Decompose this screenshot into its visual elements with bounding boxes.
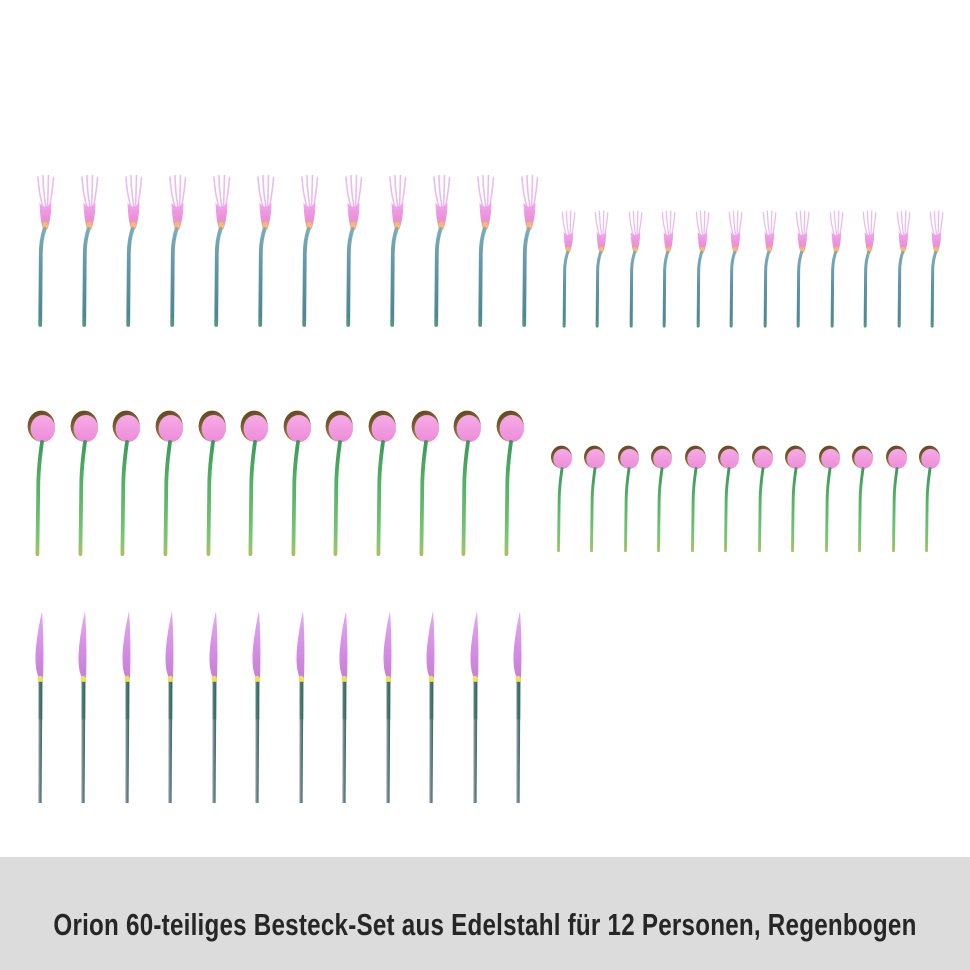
teaspoon-icon — [616, 443, 642, 555]
teaspoon-icon — [582, 443, 608, 555]
dinner-fork-icon — [338, 174, 368, 330]
dessert-fork-icon — [790, 210, 814, 330]
dinner-spoon-icon — [25, 407, 59, 560]
dessert-forks-group — [556, 210, 948, 330]
dinner-spoon-icon — [238, 407, 272, 560]
dinner-spoon-icon — [110, 407, 144, 560]
dinner-fork-icon — [470, 174, 500, 330]
dinner-knive-icon — [245, 609, 269, 806]
dessert-fork-icon — [690, 210, 714, 330]
dinner-spoon-icon — [68, 407, 102, 560]
dinner-fork-icon — [294, 174, 324, 330]
dinner-spoon-icon — [451, 407, 485, 560]
dinner-spoon-icon — [281, 407, 315, 560]
dessert-fork-icon — [857, 210, 881, 330]
dinner-forks-group — [30, 174, 544, 330]
dinner-spoon-icon — [153, 407, 187, 560]
teaspoon-icon — [783, 443, 809, 555]
dinner-fork-icon — [382, 174, 412, 330]
dinner-knive-icon — [158, 609, 182, 806]
dinner-knive-icon — [463, 609, 487, 806]
teaspoon-icon — [683, 443, 709, 555]
teaspoon-icon — [917, 443, 943, 555]
dinner-knive-icon — [419, 609, 443, 806]
dinner-fork-icon — [206, 174, 236, 330]
dinner-spoon-icon — [323, 407, 357, 560]
dinner-knive-icon — [376, 609, 400, 806]
dessert-fork-icon — [556, 210, 580, 330]
dessert-fork-icon — [623, 210, 647, 330]
teaspoon-icon — [549, 443, 575, 555]
teaspoon-icon — [817, 443, 843, 555]
dinner-knive-icon — [332, 609, 356, 806]
teaspoon-icon — [716, 443, 742, 555]
forks-row — [0, 172, 970, 330]
dessert-fork-icon — [723, 210, 747, 330]
teaspoons-group — [549, 443, 943, 555]
product-title: Orion 60-teiliges Besteck-Set aus Edelst… — [53, 906, 917, 942]
dinner-spoon-icon — [366, 407, 400, 560]
dinner-spoon-icon — [409, 407, 443, 560]
dinner-knive-icon — [115, 609, 139, 806]
dinner-knive-icon — [71, 609, 95, 806]
dessert-fork-icon — [924, 210, 948, 330]
dinner-fork-icon — [74, 174, 104, 330]
dinner-knive-icon — [506, 609, 530, 806]
teaspoon-icon — [884, 443, 910, 555]
dinner-fork-icon — [30, 174, 60, 330]
knives-row — [0, 608, 970, 806]
dinner-fork-icon — [162, 174, 192, 330]
caption-bar: Orion 60-teiliges Besteck-Set aus Edelst… — [0, 857, 970, 970]
dinner-fork-icon — [426, 174, 456, 330]
dessert-fork-icon — [824, 210, 848, 330]
dinner-spoon-icon — [196, 407, 230, 560]
dinner-fork-icon — [118, 174, 148, 330]
dessert-fork-icon — [656, 210, 680, 330]
dinner-spoons-group — [25, 407, 528, 560]
dinner-knives-group — [28, 609, 530, 806]
dinner-knive-icon — [28, 609, 52, 806]
dinner-fork-icon — [250, 174, 280, 330]
dessert-fork-icon — [589, 210, 613, 330]
teaspoon-icon — [750, 443, 776, 555]
dinner-fork-icon — [514, 174, 544, 330]
spoons-row — [0, 405, 970, 560]
dinner-knive-icon — [202, 609, 226, 806]
dessert-fork-icon — [891, 210, 915, 330]
teaspoon-icon — [850, 443, 876, 555]
dinner-spoon-icon — [494, 407, 528, 560]
dinner-knive-icon — [289, 609, 313, 806]
dessert-fork-icon — [757, 210, 781, 330]
teaspoon-icon — [649, 443, 675, 555]
